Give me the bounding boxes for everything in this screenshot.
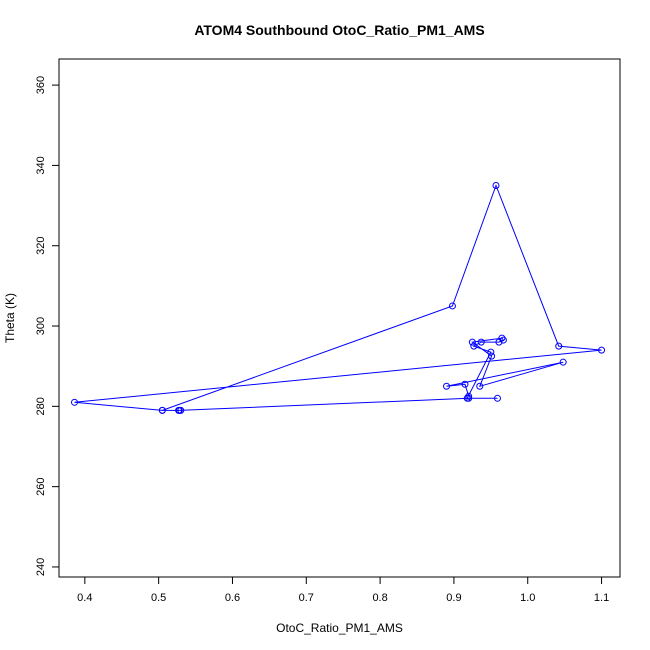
data-point — [468, 338, 476, 346]
chart-title: ATOM4 Southbound OtoC_Ratio_PM1_AMS — [194, 22, 484, 38]
x-tick-label: 0.5 — [151, 592, 166, 604]
data-point — [559, 358, 567, 366]
data-point — [498, 334, 506, 342]
y-tick-label: 240 — [35, 558, 47, 576]
x-tick-label: 0.4 — [77, 592, 92, 604]
data-point — [158, 406, 166, 414]
y-tick-label: 320 — [35, 237, 47, 255]
plot-layer: 0.4 0.5 0.6 0.7 0.8 0.9 1.0 1.1 240 260 280 300 320 3… — [35, 58, 621, 604]
data-point — [476, 382, 484, 390]
data-point — [461, 380, 469, 388]
data-point — [598, 346, 606, 354]
y-tick-label: 280 — [35, 397, 47, 415]
y-tick-label: 340 — [35, 156, 47, 174]
data-point — [443, 382, 451, 390]
data-point — [488, 352, 496, 360]
data-point — [175, 406, 183, 414]
x-tick-label: 1.0 — [520, 592, 535, 604]
x-tick-label: 0.9 — [446, 592, 461, 604]
data-point — [492, 181, 500, 189]
data-point — [499, 336, 507, 344]
data-point — [71, 398, 79, 406]
x-tick-label: 0.8 — [372, 592, 387, 604]
data-point — [555, 342, 563, 350]
plot-frame — [58, 58, 621, 578]
x-tick-label: 1.1 — [594, 592, 609, 604]
data-point — [470, 342, 478, 350]
x-tick-label: 0.6 — [225, 592, 240, 604]
y-tick-label: 260 — [35, 477, 47, 495]
series-line — [74, 184, 602, 411]
y-tick-label: 300 — [35, 317, 47, 335]
data-point — [477, 338, 485, 346]
x-axis-label: OtoC_Ratio_PM1_AMS — [276, 621, 403, 635]
x-tick-label: 0.7 — [299, 592, 314, 604]
data-point — [493, 394, 501, 402]
data-point — [463, 394, 471, 402]
y-tick-label: 360 — [35, 76, 47, 94]
y-axis-label: Theta (K) — [3, 293, 17, 343]
data-point — [465, 392, 473, 400]
data-point — [487, 348, 495, 356]
data-point — [448, 302, 456, 310]
